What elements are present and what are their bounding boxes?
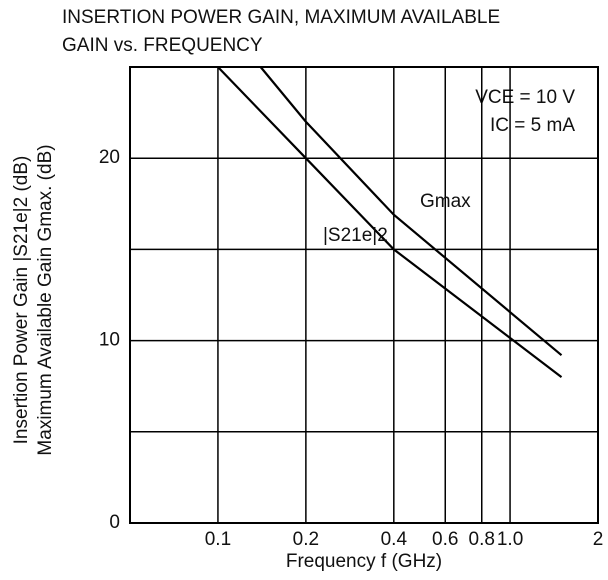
y-axis-label: Maximum Available Gain Gmax. (dB) bbox=[35, 144, 56, 455]
y-tick-label: 20 bbox=[99, 147, 120, 168]
annotation: VCE = 10 V bbox=[475, 87, 575, 108]
plot-frame bbox=[129, 66, 599, 524]
x-tick-label: 0.8 bbox=[469, 529, 495, 550]
x-axis-label: Frequency f (GHz) bbox=[286, 551, 442, 572]
annotation: IC = 5 mA bbox=[490, 115, 575, 136]
data-line bbox=[217, 66, 563, 378]
data-line bbox=[259, 66, 563, 357]
y-axis-label: Insertion Power Gain |S21e|2 (dB) bbox=[11, 156, 32, 445]
x-tick-label: 0.2 bbox=[293, 529, 319, 550]
x-tick-label: 0.6 bbox=[432, 529, 458, 550]
x-tick-label: 1.0 bbox=[497, 529, 523, 550]
x-tick-label: 0.4 bbox=[381, 529, 408, 550]
y-tick-label: 0 bbox=[109, 512, 120, 533]
chart-title: GAIN vs. FREQUENCY bbox=[62, 35, 263, 56]
series-label: Gmax bbox=[420, 191, 471, 212]
y-tick-label: 10 bbox=[99, 330, 120, 351]
x-tick-label: 2 bbox=[593, 529, 604, 550]
x-tick-label: 0.1 bbox=[205, 529, 231, 550]
series-label: |S21e|2 bbox=[323, 225, 388, 246]
chart-title: INSERTION POWER GAIN, MAXIMUM AVAILABLE bbox=[62, 7, 500, 28]
